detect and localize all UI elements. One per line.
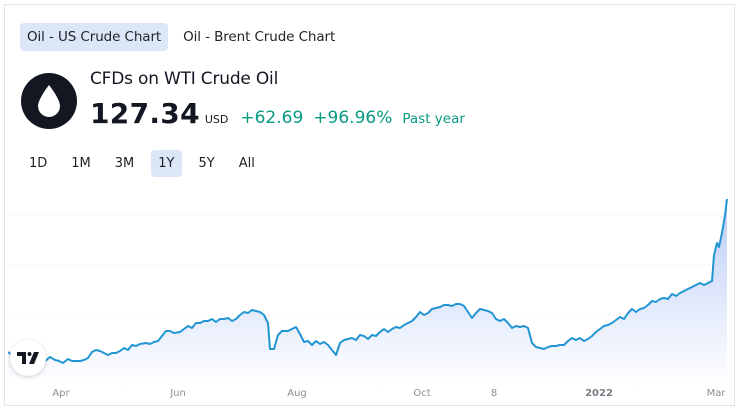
x-tick-label: 8 — [490, 388, 498, 399]
price-area — [8, 199, 727, 387]
oil-drop-icon — [21, 73, 77, 129]
x-axis: Apr Jun Aug Oct 8 2022 Mar — [0, 388, 738, 404]
price-chart[interactable] — [8, 195, 730, 387]
tab-us-crude[interactable]: Oil - US Crude Chart — [20, 23, 169, 51]
range-all[interactable]: All — [238, 156, 255, 171]
change-period: Past year — [402, 111, 465, 127]
range-3m[interactable]: 3M — [114, 156, 135, 171]
x-tick-label: Oct — [413, 388, 431, 399]
currency: USD — [204, 113, 229, 126]
symbol-title: CFDs on WTI Crude Oil — [90, 69, 279, 89]
tradingview-logo-icon[interactable] — [10, 340, 46, 376]
range-selector: 1D 1M 3M 1Y 5Y All — [22, 150, 262, 177]
chart-tabs: Oil - US Crude Chart Oil - Brent Crude C… — [20, 23, 342, 51]
price-line — [8, 198, 728, 366]
change-absolute: +62.69 — [240, 108, 304, 128]
x-tick-label: 2022 — [585, 388, 613, 399]
range-1m[interactable]: 1M — [71, 156, 91, 171]
price-row: 127.34 USD +62.69 +96.96% Past year — [90, 97, 465, 130]
range-1d[interactable]: 1D — [29, 156, 48, 171]
x-tick-label: Aug — [287, 388, 307, 399]
range-5y[interactable]: 5Y — [198, 156, 215, 171]
last-price: 127.34 — [90, 97, 200, 130]
range-1y[interactable]: 1Y — [151, 150, 182, 177]
x-tick-label: Mar — [706, 388, 726, 399]
x-tick-label: Apr — [52, 388, 70, 399]
x-tick-label: Jun — [170, 388, 186, 399]
tab-brent-crude[interactable]: Oil - Brent Crude Chart — [183, 29, 336, 45]
change-percent: +96.96% — [313, 108, 393, 128]
